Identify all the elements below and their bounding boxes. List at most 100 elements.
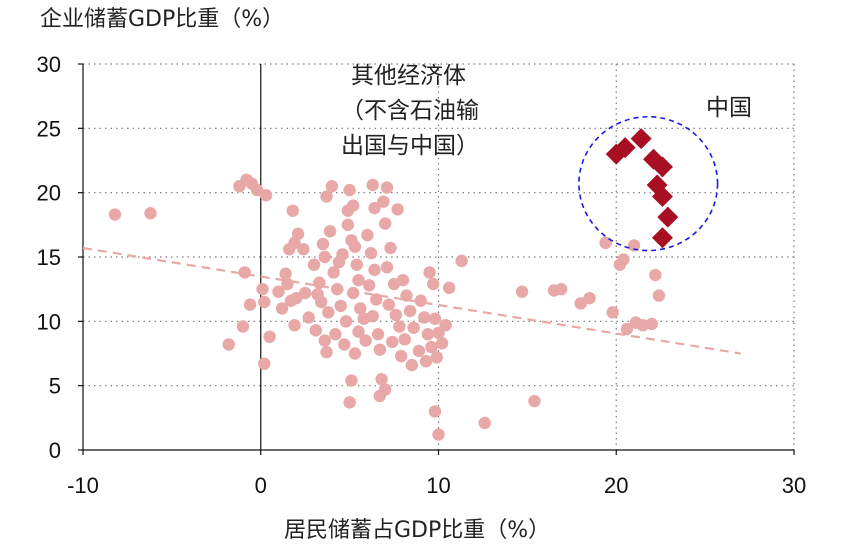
data-point-other [352, 325, 365, 338]
annotation-other-line1: 其他经济体 [351, 63, 466, 89]
data-point-other [649, 268, 662, 282]
y-tick-label: 25 [37, 116, 61, 141]
other-economies-points [108, 173, 666, 441]
data-point-other [325, 180, 339, 193]
y-tick-label: 5 [49, 374, 61, 399]
data-point-other [405, 358, 419, 372]
data-point-other [348, 347, 362, 360]
data-point-other [394, 349, 408, 363]
data-point-other [421, 328, 435, 341]
data-point-other [256, 282, 269, 296]
data-point-other [442, 281, 456, 295]
data-point-other [378, 217, 392, 230]
data-point-china [630, 128, 652, 150]
data-point-other [554, 282, 568, 296]
data-point-other [346, 286, 360, 300]
grid-lines [83, 63, 795, 450]
data-point-other [414, 294, 427, 307]
data-point-other [330, 282, 344, 296]
data-point-other [334, 299, 347, 313]
data-point-other [606, 306, 619, 319]
data-point-other [338, 338, 351, 351]
data-point-other [361, 228, 374, 242]
china-circle [578, 115, 719, 252]
data-point-other [412, 344, 426, 358]
data-point-other [309, 324, 323, 337]
data-point-other [403, 304, 417, 318]
data-point-other [302, 311, 315, 324]
annotation-other-line2: （不含石油输 [341, 98, 479, 124]
data-point-other [439, 318, 452, 332]
data-point-other [373, 343, 387, 356]
data-point-other [627, 239, 641, 252]
data-point-other [348, 240, 362, 253]
data-point-other [320, 190, 333, 203]
data-point-other [288, 318, 301, 332]
data-point-china [651, 227, 673, 249]
data-point-other [364, 246, 378, 260]
data-point-other [430, 351, 443, 364]
data-point-other [432, 428, 445, 441]
data-point-other [322, 306, 335, 319]
data-point-other [455, 254, 468, 268]
data-point-other [327, 266, 340, 279]
data-point-other [341, 218, 355, 232]
y-tick-label: 0 [49, 438, 61, 463]
china-circle-group [578, 115, 719, 252]
y-tick-label: 30 [37, 52, 61, 77]
data-point-other [378, 383, 392, 396]
data-point-china [651, 156, 673, 178]
data-point-other [400, 289, 413, 302]
data-point-china [614, 137, 636, 159]
y-tick-label: 20 [37, 181, 61, 206]
data-point-other [279, 267, 292, 280]
data-point-other [329, 328, 342, 341]
data-point-other [366, 309, 379, 323]
data-point-other [407, 321, 420, 334]
data-point-other [318, 250, 331, 264]
data-point-other [290, 291, 303, 305]
data-point-other [617, 253, 630, 266]
annotation-other-line3: 出国与中国） [341, 133, 479, 159]
x-tick-label: 20 [604, 473, 628, 498]
data-point-other [426, 277, 440, 291]
data-point-other [377, 195, 390, 208]
data-point-other [652, 289, 666, 302]
data-point-other [259, 189, 273, 202]
data-point-other [391, 203, 404, 216]
x-tick-label: 10 [426, 473, 450, 498]
data-point-other [418, 311, 431, 324]
data-point-other [318, 334, 331, 347]
data-point-other [359, 334, 372, 347]
x-tick-label: 0 [255, 473, 267, 498]
x-axis-title: 居民储蓄占GDP比重（%） [284, 518, 550, 543]
data-point-other [393, 320, 406, 333]
data-point-other [368, 263, 381, 277]
data-point-other [386, 335, 399, 349]
data-point-other [263, 330, 276, 343]
data-point-other [281, 277, 294, 291]
data-point-other [425, 340, 438, 354]
data-point-other [371, 328, 385, 341]
data-point-other [354, 302, 367, 315]
data-point-other [346, 199, 360, 212]
data-point-other [478, 416, 491, 430]
data-point-other [275, 302, 289, 315]
china-points [605, 128, 679, 249]
data-point-other [343, 396, 356, 409]
data-point-other [428, 312, 442, 325]
data-point-other [599, 236, 612, 250]
data-point-other [620, 322, 634, 336]
data-point-other [435, 337, 449, 350]
y-axis-title: 企业储蓄GDP比重（%） [40, 7, 284, 32]
data-point-other [314, 295, 328, 309]
data-point-other [339, 315, 353, 328]
data-point-other [313, 276, 326, 289]
data-point-other [366, 178, 379, 192]
data-point-other [380, 261, 394, 274]
data-point-other [108, 208, 122, 221]
data-point-other [238, 266, 251, 279]
annotation-china: 中国 [706, 95, 752, 121]
